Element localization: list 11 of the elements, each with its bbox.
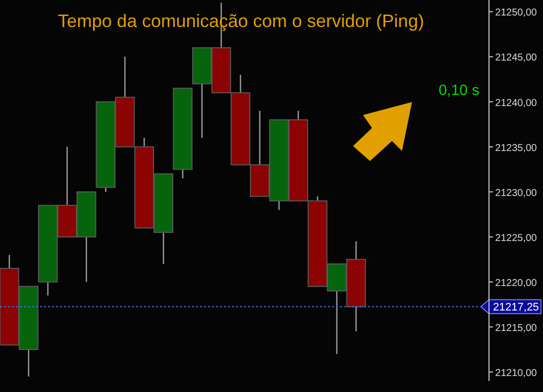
y-tick-label: 21225,00 [495, 232, 538, 244]
y-tick-label: 21250,00 [495, 8, 538, 19]
y-tick-label: 21245,00 [495, 52, 538, 64]
y-tick-label: 21210,00 [495, 368, 538, 379]
ref-line-label: 21217,25 [493, 302, 539, 314]
y-tick-label: 21220,00 [495, 278, 538, 289]
y-tick-label: 21235,00 [495, 142, 538, 154]
y-tick-label: 21215,00 [495, 322, 538, 334]
annotation: 0,10 s [438, 82, 480, 99]
y-tick-label: 21230,00 [495, 188, 538, 199]
y-tick-label: 21240,00 [495, 98, 538, 109]
